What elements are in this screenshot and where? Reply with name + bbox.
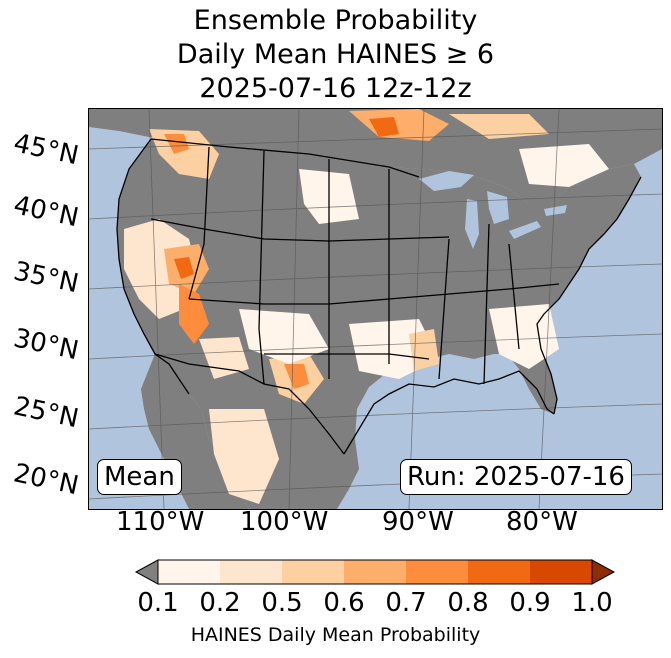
colorbar-segment [158,560,220,584]
stat-label-box: Mean [97,459,182,495]
map-title: Ensemble Probability Daily Mean HAINES ≥… [0,4,671,106]
lon-label-110: 110°W [116,507,205,537]
us-mexico-border [154,353,345,455]
colorbar-over-arrow [591,559,616,585]
probability-patch [449,114,549,139]
colorbar-segment [344,560,406,584]
map-panel [88,108,663,510]
colorbar-label: HAINES Daily Mean Probability [190,624,481,646]
lon-label-80: 80°W [506,507,578,537]
probability-patch [174,257,194,279]
great-lakes [419,171,567,249]
title-line-2: Daily Mean HAINES ≥ 6 [176,39,495,70]
lake-huron [487,191,509,224]
state-line-h [483,223,490,385]
lake-ontario [544,205,567,216]
lat-label-30: 30°N [10,323,82,367]
colorbar-tick-label: 0.6 [323,588,365,618]
lake-erie [509,221,541,239]
lake-superior [419,171,474,191]
lat-label-20: 20°N [10,458,82,502]
title-line-1: Ensemble Probability [193,5,478,36]
lon-line-90 [408,109,425,509]
state-boundaries [116,138,642,455]
probability-patch [149,129,219,179]
us-coast-outline [116,138,190,395]
lon-label-90: 90°W [382,507,454,537]
graticule [89,109,662,509]
probability-patch [409,329,439,371]
colorbar-under-arrow [134,559,159,585]
colorbar-tick-label: 0.7 [385,588,427,618]
colorbar-segment [220,560,282,584]
probability-patch [489,304,559,369]
lat-line-30 [89,333,662,360]
colorbar-tick-label: 0.5 [261,588,303,618]
lat-label-40: 40°N [10,190,82,234]
colorbar [134,559,616,585]
lat-label-35: 35°N [10,256,82,300]
lat-line-45 [89,128,662,150]
run-label-box: Run: 2025-07-16 [400,459,632,495]
probability-patch [519,144,609,187]
state-line-b [150,218,450,242]
colorbar-tick-label: 0.9 [509,588,551,618]
lat-label-25: 25°N [10,391,82,435]
probability-patch [164,134,189,154]
state-line-a [188,146,210,300]
state-line-j [508,243,520,350]
lon-line-110 [148,109,165,509]
probability-patch [209,409,279,504]
lake-michigan [465,199,479,249]
lon-line-100 [288,109,300,509]
colorbar-segments [157,559,593,585]
probability-field [124,109,609,504]
us-canada-border [150,138,420,178]
atlantic-coast [536,176,642,415]
state-line-c [258,150,265,385]
state-line-g [438,238,450,380]
title-line-3: 2025-07-16 12z-12z [199,73,472,104]
probability-patch [284,364,309,389]
colorbar-tick-label: 1.0 [571,588,613,618]
lat-line-35 [89,263,662,290]
probability-patch [369,117,399,137]
colorbar-segment [282,560,344,584]
state-line-i [264,353,430,360]
colorbar-tick-label: 0.8 [447,588,489,618]
colorbar-tick-label: 0.2 [199,588,241,618]
lon-label-100: 100°W [240,507,329,537]
lat-line-25 [89,403,662,430]
probability-patch [199,337,249,379]
gulf-coast [343,370,555,455]
colorbar-tick-label: 0.1 [137,588,179,618]
colorbar-segment [468,560,530,584]
probability-patch [179,284,209,344]
lat-line-40 [89,193,662,220]
colorbar-segment [406,560,468,584]
map-canvas [89,109,662,509]
colorbar-segment [530,560,592,584]
lat-label-45: 45°N [10,128,82,172]
